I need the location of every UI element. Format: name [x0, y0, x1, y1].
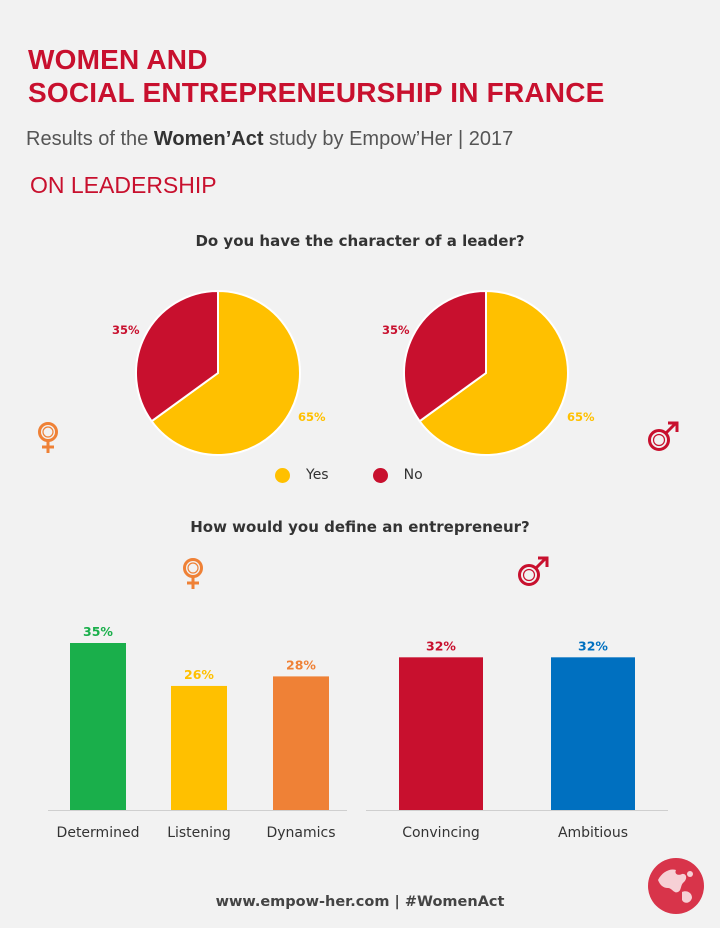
entrepreneur-question: How would you define an entrepreneur? — [190, 518, 530, 536]
pie-label-no-female: 35% — [112, 323, 140, 337]
title-line-2: SOCIAL ENTREPRENEURSHIP IN FRANCE — [28, 77, 605, 108]
subtitle-suffix: study by Empow’Her | 2017 — [263, 128, 514, 150]
pie-chart-male — [403, 289, 569, 456]
bar-value-label-convincing: 32% — [426, 638, 456, 653]
bar-category-label-ambitious: Ambitious — [558, 825, 628, 841]
legend-swatch-no — [372, 467, 388, 483]
legend-label-no: No — [403, 467, 423, 483]
pie-chart-female — [135, 289, 301, 456]
legend-item-yes: Yes — [275, 467, 329, 483]
legend-item-no: No — [372, 467, 423, 483]
bar-value-label-ambitious: 32% — [578, 638, 608, 653]
bar-determined — [70, 643, 126, 810]
subtitle-prefix: Results of the — [26, 128, 154, 150]
pie-label-yes-male: 65% — [567, 410, 595, 424]
bar-listening — [171, 685, 227, 810]
pie-slice-no-female — [135, 289, 219, 423]
bar-category-label-convincing: Convincing — [402, 825, 480, 841]
bar-dynamics — [273, 676, 329, 810]
pie-slice-yes-male — [418, 289, 569, 456]
bar-charts: 35% Determined 26% Listening 28% Dynamics 32% C… — [48, 624, 668, 841]
empowher-globe-logo-icon — [648, 858, 704, 914]
bar-value-label-determined: 35% — [83, 624, 113, 639]
footer-text: www.empow-her.com | #WomenAct — [215, 894, 505, 910]
pie-label-no-male: 35% — [382, 323, 410, 337]
legend-swatch-yes — [275, 467, 290, 483]
bar-value-label-dynamics: 28% — [286, 657, 316, 672]
pie-slice-yes-female — [150, 289, 301, 456]
bar-category-label-determined: Determined — [57, 825, 140, 841]
title-line-1: WOMEN AND — [28, 44, 208, 75]
bar-category-label-dynamics: Dynamics — [266, 825, 335, 841]
pie-legend: Yes No — [275, 467, 423, 483]
male-symbol-icon — [648, 421, 679, 451]
legend-label-yes: Yes — [306, 467, 329, 483]
male-symbol-icon — [518, 556, 549, 586]
bar-value-label-listening: 26% — [184, 667, 214, 682]
study-name: Women’Act — [153, 128, 264, 150]
leader-question: Do you have the character of a leader? — [195, 232, 525, 250]
female-symbol-icon — [183, 558, 203, 589]
section-heading: ON LEADERSHIP — [30, 172, 217, 198]
bar-ambitious — [551, 657, 635, 810]
pie-label-yes-female: 65% — [298, 410, 326, 424]
bar-convincing — [399, 657, 483, 810]
pie-slice-no-male — [403, 289, 487, 423]
bar-category-label-listening: Listening — [167, 825, 231, 841]
female-symbol-icon — [38, 422, 58, 453]
subtitle: Results of the Women’Act study by Empow’… — [26, 128, 513, 151]
